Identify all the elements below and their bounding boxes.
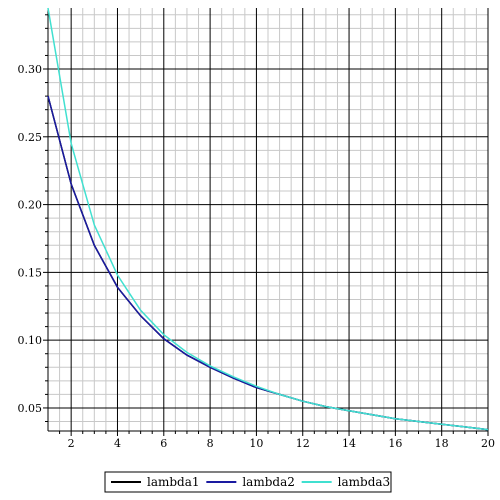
- x-tick-label: 16: [388, 437, 402, 450]
- series-line-lambda3: [47, 7, 489, 431]
- y-tick-label: 0.20: [18, 199, 43, 212]
- major-grid: [48, 8, 489, 431]
- x-tick-label: 18: [435, 437, 449, 450]
- y-tick-label: 0.30: [18, 63, 43, 76]
- y-tick-label: 0.15: [18, 266, 43, 279]
- x-tick-label: 4: [114, 437, 121, 450]
- legend-label-lambda3: lambda3: [338, 475, 391, 489]
- x-tick-label: 10: [249, 437, 263, 450]
- x-tick-label: 8: [207, 437, 214, 450]
- legend-label-lambda1: lambda1: [147, 475, 200, 489]
- x-tick-label: 6: [160, 437, 167, 450]
- x-tick-label: 12: [296, 437, 310, 450]
- x-tick-label: 20: [481, 437, 495, 450]
- minor-grid: [48, 8, 488, 431]
- legend: lambda1 lambda2 lambda3: [104, 471, 392, 493]
- legend-box: [104, 471, 392, 493]
- axes: [43, 8, 489, 436]
- series-layer: [47, 7, 489, 431]
- y-tick-label: 0.25: [18, 131, 43, 144]
- tick-labels: 2 4 6 8 10 12 14 16 18 20 0.05 0.10 0.15 0.20 0.25 0.30: [18, 63, 496, 450]
- y-tick-label: 0.10: [18, 334, 43, 347]
- legend-label-lambda2: lambda2: [242, 475, 295, 489]
- x-tick-label: 14: [342, 437, 356, 450]
- x-tick-label: 2: [68, 437, 75, 450]
- y-tick-label: 0.05: [18, 402, 43, 415]
